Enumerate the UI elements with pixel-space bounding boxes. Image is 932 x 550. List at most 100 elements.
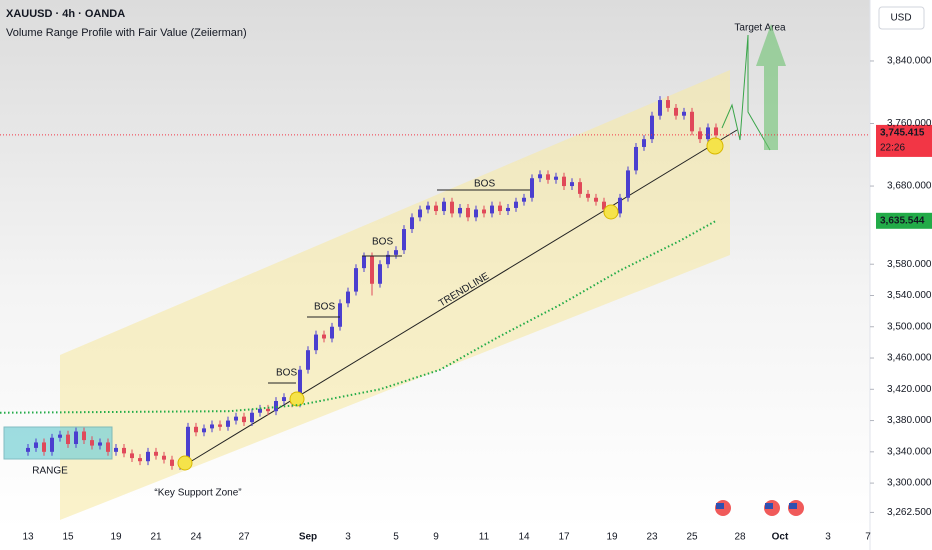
candle-body <box>458 207 462 214</box>
candle-body <box>586 193 590 198</box>
flag <box>789 503 797 509</box>
fair-value-label: 3,635.544 <box>880 215 925 226</box>
candle-body <box>450 201 454 214</box>
x-tick-label: 21 <box>150 532 162 543</box>
candle-body <box>530 178 534 198</box>
x-tick-label: 14 <box>518 532 530 543</box>
candle-body <box>578 182 582 194</box>
candle-body <box>602 201 606 210</box>
bos-label: BOS <box>276 368 297 379</box>
candle-body <box>314 334 318 351</box>
symbol: XAUUSD · 4h · OANDA <box>6 8 125 20</box>
y-tick-label: 3,380.000 <box>887 415 932 426</box>
candle-body <box>410 217 414 230</box>
x-tick-label: 19 <box>606 532 618 543</box>
candle-body <box>146 451 150 462</box>
candle-body <box>506 207 510 212</box>
range-box <box>3 426 113 460</box>
indicator-name: Volume Range Profile with Fair Value (Ze… <box>6 27 247 39</box>
candle-body <box>634 146 638 171</box>
x-tick-label: 15 <box>62 532 74 543</box>
candle-body <box>442 201 446 212</box>
candle-body <box>642 139 646 147</box>
candle-body <box>234 416 238 421</box>
candle-body <box>50 437 54 452</box>
candle-body <box>74 431 78 445</box>
flag <box>765 503 773 509</box>
candle-body <box>650 115 654 140</box>
candle-body <box>154 451 158 456</box>
bos-lines <box>268 189 530 384</box>
x-tick-label: 3 <box>825 532 831 543</box>
pivot <box>289 391 305 407</box>
candle-body <box>466 207 470 218</box>
x-tick-label: 5 <box>393 532 399 543</box>
candle-body <box>162 455 166 460</box>
support-label: “Key Support Zone” <box>154 488 241 499</box>
bos-label: BOS <box>372 237 393 248</box>
candle-body <box>434 205 438 212</box>
candle-body <box>522 197 526 202</box>
pivot <box>177 455 193 471</box>
candle-body <box>106 442 110 452</box>
last-price-label: 3,745.415 <box>880 128 925 139</box>
y-tick-label: 3,760.000 <box>887 118 932 129</box>
candle-body <box>490 205 494 214</box>
y-tick-label: 3,420.000 <box>887 384 932 395</box>
x-tick-label: 28 <box>734 532 746 543</box>
candle-body <box>538 174 542 179</box>
candle-body <box>338 303 342 327</box>
projection <box>721 34 771 151</box>
last-price-badge <box>876 124 932 157</box>
x-tick-label: 19 <box>110 532 122 543</box>
candle-body <box>370 256 374 284</box>
candle-body <box>34 442 38 448</box>
candle-body <box>674 107 678 116</box>
bos-label: BOS <box>314 302 335 313</box>
candle-body <box>498 205 502 212</box>
candle-body <box>426 205 430 210</box>
candle-body <box>98 442 102 446</box>
fair-value-line <box>0 219 717 414</box>
candle-body <box>378 264 382 284</box>
candle-body <box>82 431 86 441</box>
candle-body <box>354 268 358 292</box>
y-tick-label: 3,540.000 <box>887 290 932 301</box>
y-tick-label: 3,262.500 <box>887 507 932 518</box>
candle-body <box>546 174 550 180</box>
candle-body <box>298 369 302 404</box>
candle-body <box>258 408 262 413</box>
candle-body <box>194 426 198 433</box>
candle-body <box>514 201 518 208</box>
candle-body <box>138 458 142 462</box>
candle-body <box>362 256 366 269</box>
candle-body <box>282 397 286 402</box>
pivot <box>603 204 619 220</box>
x-tick-label: 11 <box>479 532 490 543</box>
x-tick-label: 27 <box>238 532 250 543</box>
candle-body <box>482 209 486 214</box>
x-tick-label: 7 <box>865 532 871 543</box>
currency-button[interactable] <box>878 6 925 30</box>
currency[interactable]: USD <box>890 13 911 24</box>
x-tick-label: 3 <box>345 532 351 543</box>
candle-body <box>714 127 718 136</box>
candle-body <box>218 424 222 427</box>
candle-body <box>226 420 230 427</box>
candle-body <box>418 209 422 218</box>
candle-body <box>210 424 214 429</box>
x-tick-label: 17 <box>558 532 570 543</box>
y-tick-label: 3,680.000 <box>887 181 932 192</box>
candle-body <box>66 434 70 445</box>
candle-body <box>114 447 118 452</box>
candle-body <box>570 182 574 187</box>
candle-body <box>402 229 406 251</box>
fair-value-badge <box>876 212 932 229</box>
flag <box>716 503 724 509</box>
candle-body <box>682 111 686 116</box>
x-tick-label: 13 <box>22 532 34 543</box>
candle-body <box>666 100 670 108</box>
target-arrow <box>756 24 786 150</box>
x-tick-label: 23 <box>646 532 658 543</box>
